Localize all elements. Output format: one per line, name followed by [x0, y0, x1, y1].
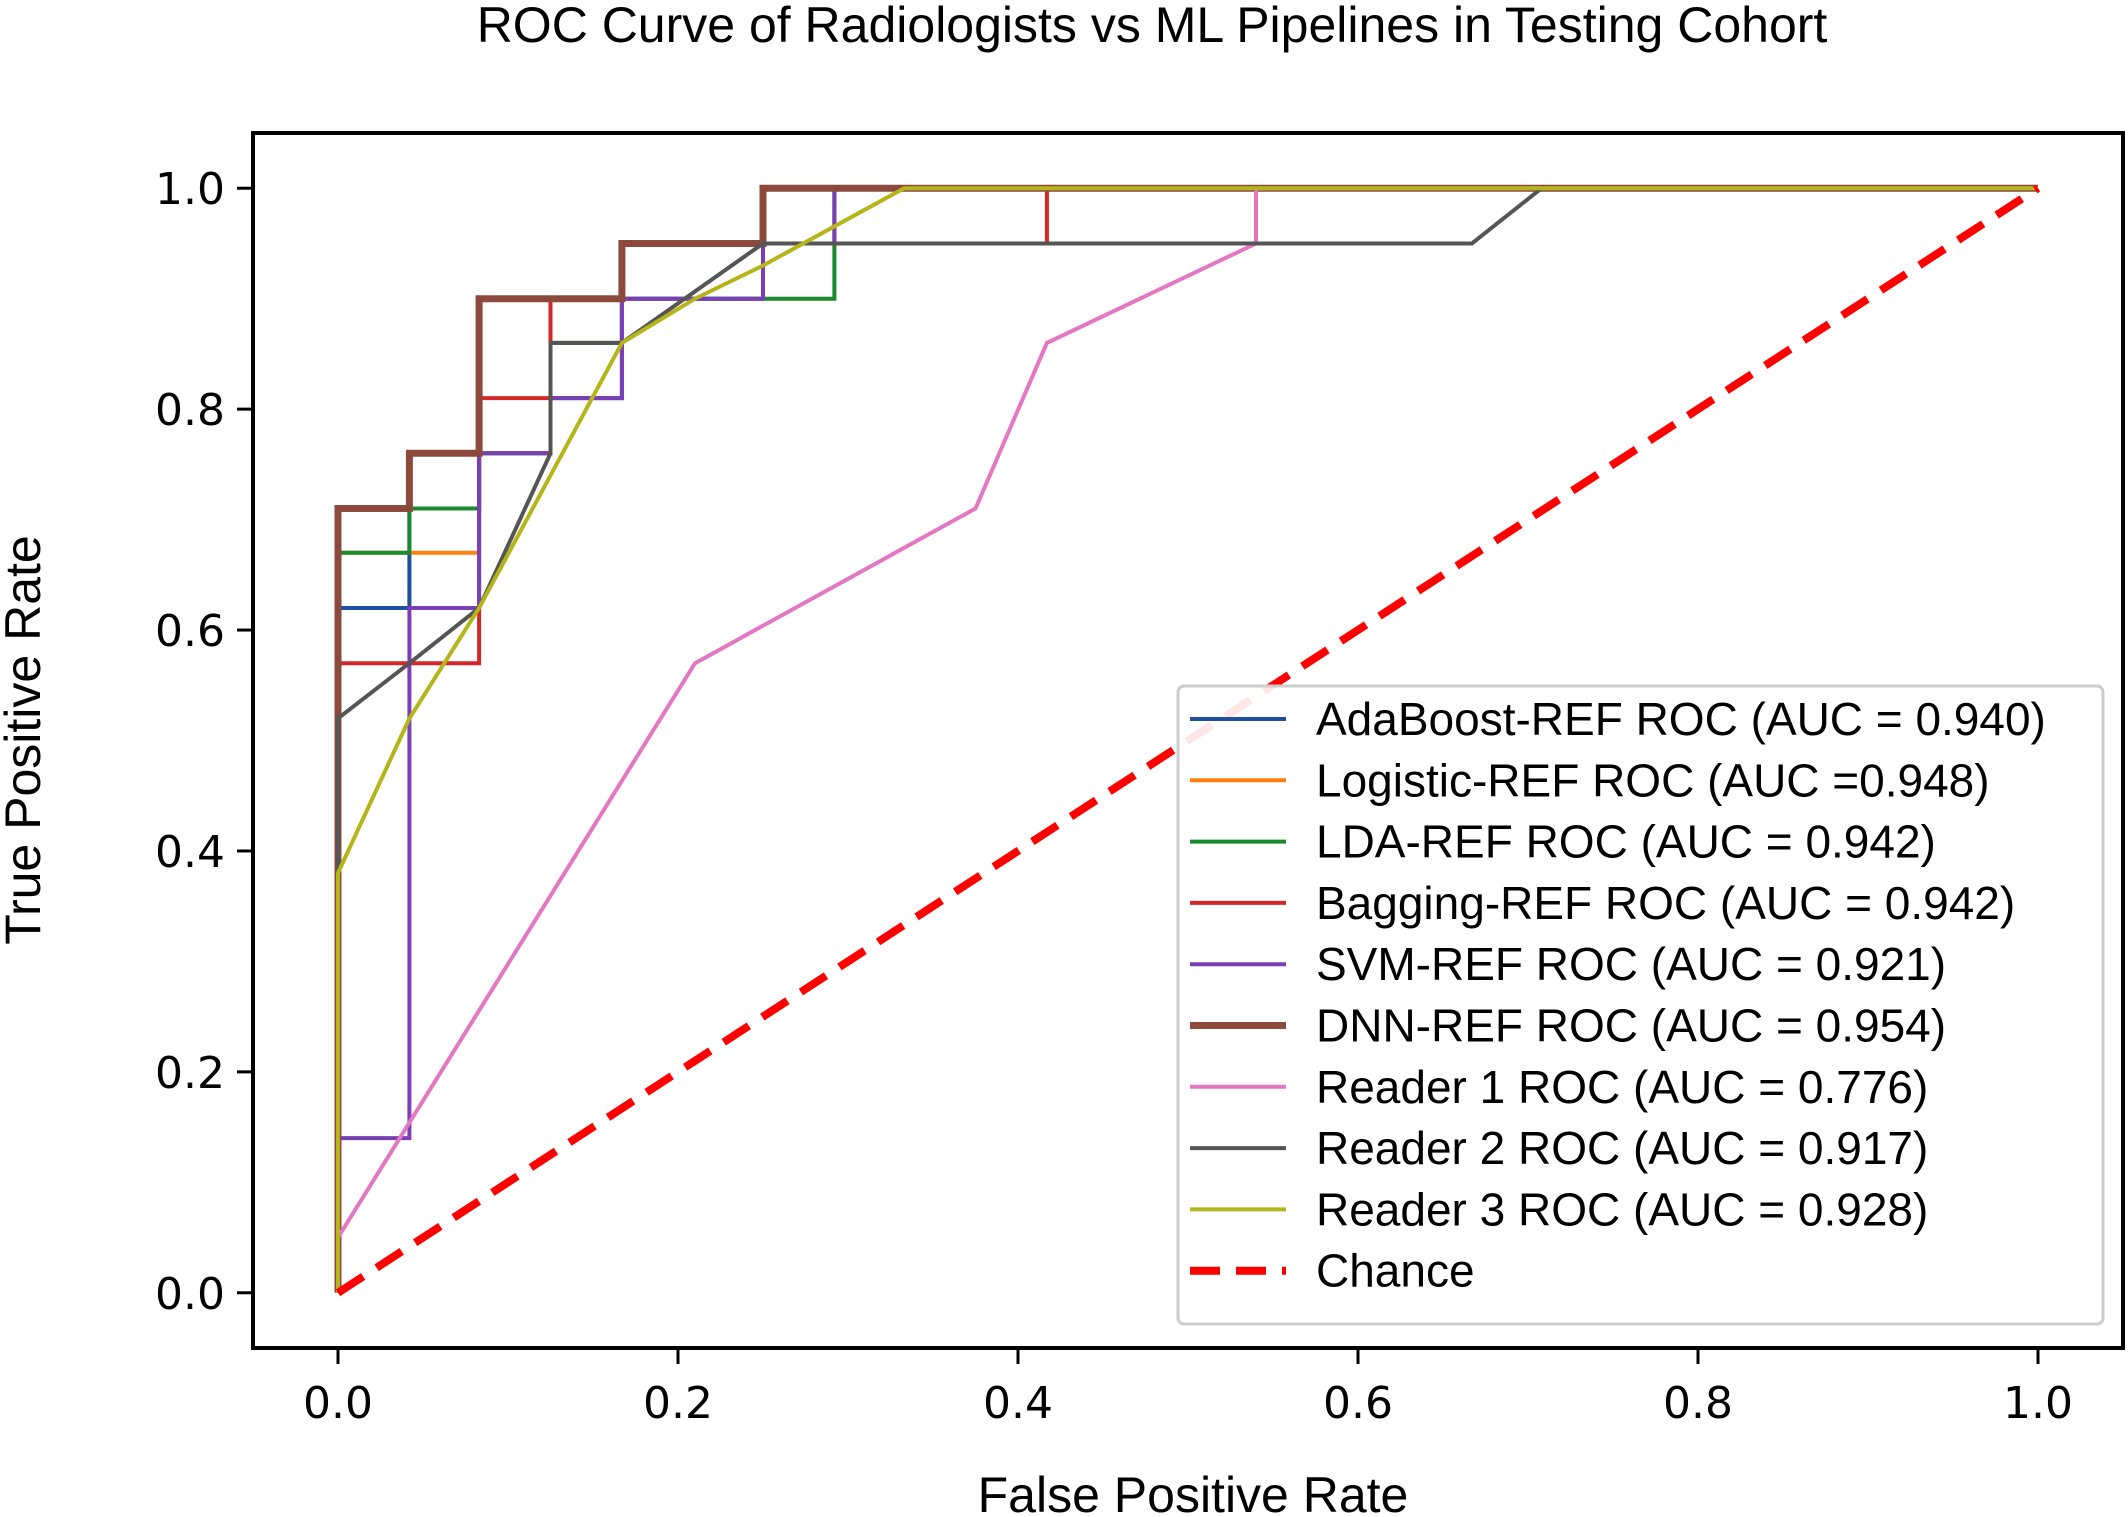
y-tick-label: 0.0 — [155, 1269, 225, 1320]
series-line-8 — [336, 186, 2038, 1293]
plot-frame — [251, 131, 2125, 1350]
x-axis-ticks: 0.0 0.2 0.4 0.6 0.8 1.0 — [303, 1348, 2073, 1429]
chart-title: ROC Curve of Radiologists vs ML Pipeline… — [477, 0, 1828, 53]
legend-items: AdaBoost-REF ROC (AUC = 0.940) Logistic-R… — [1190, 693, 2046, 1297]
y-tick-label: 0.6 — [155, 606, 225, 657]
legend-label-6: Reader 1 ROC (AUC = 0.776) — [1316, 1061, 1928, 1113]
legend-label-2: LDA-REF ROC (AUC = 0.942) — [1316, 816, 1936, 868]
y-tick-label: 0.2 — [155, 1048, 225, 1099]
legend-label-0: AdaBoost-REF ROC (AUC = 0.940) — [1316, 693, 2046, 745]
series-line-5 — [334, 184, 2038, 1293]
x-tick-label: 0.4 — [983, 1378, 1053, 1429]
legend-label-3: Bagging-REF ROC (AUC = 0.942) — [1316, 877, 2015, 929]
x-tick-label: 0.2 — [643, 1378, 713, 1429]
legend-label-7: Reader 2 ROC (AUC = 0.917) — [1316, 1122, 1928, 1174]
legend-label-4: SVM-REF ROC (AUC = 0.921) — [1316, 938, 1946, 990]
legend: AdaBoost-REF ROC (AUC = 0.940) Logistic-R… — [1176, 684, 2105, 1326]
legend-label-1: Logistic-REF ROC (AUC =0.948) — [1316, 754, 1990, 806]
legend-label-8: Reader 3 ROC (AUC = 0.928) — [1316, 1183, 1928, 1235]
y-tick-label: 0.8 — [155, 385, 225, 436]
y-axis-ticks: 0.0 0.2 0.4 0.6 0.8 1.0 — [155, 164, 253, 1320]
x-tick-label: 0.8 — [1663, 1378, 1733, 1429]
x-axis-label: False Positive Rate — [978, 1467, 1409, 1517]
x-tick-label: 0.6 — [1323, 1378, 1393, 1429]
y-tick-label: 0.4 — [155, 827, 225, 878]
x-tick-label: 0.0 — [303, 1378, 373, 1429]
legend-label-5: DNN-REF ROC (AUC = 0.954) — [1316, 1000, 1946, 1052]
y-axis-label: True Positive Rate — [0, 535, 51, 944]
legend-box — [1176, 684, 2105, 1326]
series-line-7 — [336, 186, 2038, 1293]
x-tick-label: 1.0 — [2003, 1378, 2073, 1429]
legend-label-9: Chance — [1316, 1245, 1475, 1297]
y-tick-label: 1.0 — [155, 164, 225, 215]
